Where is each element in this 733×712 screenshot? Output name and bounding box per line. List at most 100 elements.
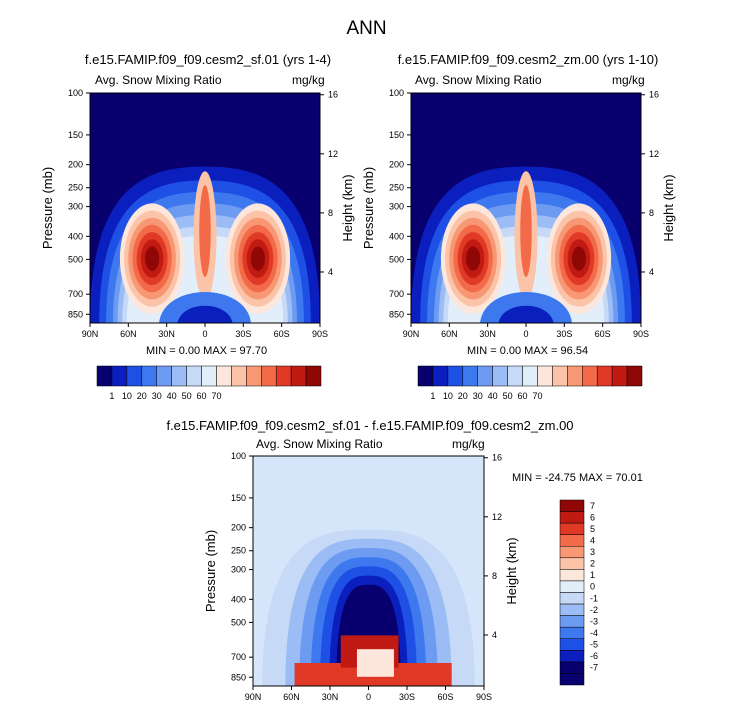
panel3-colorbar-box	[559, 534, 585, 547]
panel1-cold-contour	[177, 305, 233, 323]
panel3-ytick-label: 500	[231, 617, 246, 627]
panel2-warm-contour	[520, 185, 532, 277]
panel2-ytick-label: 300	[389, 202, 404, 212]
panel1-colorbar-box	[216, 365, 232, 387]
page-title: ANN	[346, 18, 387, 39]
panel2-colorbar-box	[596, 365, 613, 387]
panel1-colorbar-box	[201, 365, 217, 387]
panel1-warm-contour	[145, 246, 160, 271]
panel3-colorbar-box	[559, 522, 585, 535]
panel3-colorbar-label: 2	[590, 559, 595, 569]
panel2-subtitle-left: Avg. Snow Mixing Ratio	[415, 73, 542, 87]
panel2-ytick-right-label: 12	[649, 149, 659, 159]
panel1-xtick-label: 60N	[120, 329, 137, 339]
panel3-subtitle-left: Avg. Snow Mixing Ratio	[256, 437, 383, 451]
panel2-xtick-label: 0	[523, 329, 528, 339]
panel3-ytick-label: 700	[231, 652, 246, 662]
panel3-ytick-label: 400	[231, 594, 246, 604]
panel1-ylabel: Pressure (mb)	[40, 167, 55, 249]
panel2-colorbar-box	[432, 365, 449, 387]
panel3-ytick-right-label: 12	[492, 512, 502, 522]
panel2-colorbar-box	[522, 365, 538, 387]
panel3-stats: MIN = -24.75 MAX = 70.01	[512, 472, 643, 484]
panel3-colorbar-label: -7	[590, 663, 598, 673]
panel1-ytick-label: 100	[68, 88, 83, 98]
panel3-xtick-label: 60N	[283, 692, 300, 702]
panel3-subtitle-right: mg/kg	[452, 437, 485, 451]
panel3-colorbar-label: -3	[590, 616, 598, 626]
panel3-ytick-right-label: 8	[492, 571, 497, 581]
panel3-colorbar-label: 4	[590, 535, 595, 545]
panel1-subtitle-right: mg/kg	[292, 73, 325, 87]
panel1-xtick-label: 30N	[158, 329, 175, 339]
panel1-field	[90, 93, 320, 323]
panel3-ylabel-right: Height (km)	[504, 537, 519, 604]
panel1-ytick-label: 850	[68, 309, 83, 319]
panel2-colorbar-box	[626, 365, 643, 387]
panel1-colorbar-box	[171, 365, 187, 387]
panel2-colorbar-label: 50	[503, 391, 513, 401]
panel3-colorbar-box	[559, 615, 585, 628]
panel1-ytick-label: 150	[68, 130, 83, 140]
panel1-warm-contour	[199, 185, 211, 277]
panel3-xtick-label: 0	[366, 692, 371, 702]
panel1-colorbar-label: 50	[182, 391, 192, 401]
panel2-colorbar-label: 40	[488, 391, 498, 401]
panel2-colorbar-box	[611, 365, 628, 387]
panel1-colorbar-box	[290, 365, 307, 387]
panel2-xtick-label: 60N	[441, 329, 458, 339]
panel3-colorbar-box	[559, 592, 585, 605]
panel2-subtitle-right: mg/kg	[612, 73, 645, 87]
panel2-ytick-right-label: 4	[649, 267, 654, 277]
panel3-colorbar-box	[559, 673, 585, 686]
panel2-ytick-label: 100	[389, 88, 404, 98]
panel1-colorbar-box	[126, 365, 143, 387]
panel1-title: f.e15.FAMIP.f09_f09.cesm2_sf.01 (yrs 1-4…	[84, 52, 332, 67]
panel2-ylabel-right: Height (km)	[661, 174, 676, 241]
panel3-colorbar-label: -5	[590, 640, 598, 650]
panel2-ytick-right-label: 8	[649, 208, 654, 218]
panel3-colorbar-label: 1	[590, 570, 595, 580]
panel1-colorbar-label: 40	[167, 391, 177, 401]
panel2-colorbar-box	[537, 365, 553, 387]
panel2-colorbar-box	[567, 365, 583, 387]
panel1-ytick-right-label: 16	[328, 90, 338, 100]
panel3-colorbar-box	[559, 557, 585, 570]
panel3-warm-contour	[356, 649, 394, 677]
panel1-colorbar-box	[141, 365, 157, 387]
panel3-ytick-right-label: 4	[492, 630, 497, 640]
panel2-xtick-label: 90N	[403, 329, 420, 339]
panel1-ytick-right-label: 4	[328, 267, 333, 277]
panel3-colorbar-box	[559, 569, 585, 582]
panel1-colorbar-box	[275, 365, 292, 387]
panel1-subtitle-left: Avg. Snow Mixing Ratio	[95, 73, 222, 87]
panel2-colorbar-label: 10	[443, 391, 453, 401]
panel1-xtick-label: 30S	[235, 329, 251, 339]
panel1-xtick-label: 0	[202, 329, 207, 339]
panel2-colorbar-box	[552, 365, 568, 387]
panel2-cold-contour	[498, 305, 554, 323]
panel2-colorbar-box	[507, 365, 523, 387]
panel2-xtick-label: 60S	[595, 329, 611, 339]
panel2-colorbar-label: 70	[532, 391, 542, 401]
panel3-ytick-label: 150	[231, 493, 246, 503]
panel3-colorbar-box	[559, 626, 585, 639]
panel3-colorbar-box	[559, 650, 585, 663]
panel1-colorbar-label: 70	[211, 391, 221, 401]
panel1-warm-contour	[250, 246, 265, 271]
panel1-xtick-label: 60S	[274, 329, 290, 339]
panel3-xtick-label: 90S	[476, 692, 492, 702]
panel2-title: f.e15.FAMIP.f09_f09.cesm2_zm.00 (yrs 1-1…	[397, 52, 659, 67]
panel1-colorbar-box	[261, 365, 277, 387]
panel2-field	[411, 93, 641, 323]
panel3-colorbar-label: 5	[590, 524, 595, 534]
panel3-colorbar-box	[559, 661, 585, 674]
panel1-colorbar-label: 1	[109, 391, 114, 401]
panel2-ytick-label: 850	[389, 309, 404, 319]
panel3-colorbar-label: 6	[590, 512, 595, 522]
panel3-ylabel: Pressure (mb)	[203, 530, 218, 612]
panel1-ytick-label: 200	[68, 160, 83, 170]
panel3-ytick-label: 100	[231, 451, 246, 461]
panel3-xtick-label: 90N	[245, 692, 262, 702]
panel3-colorbar-box	[559, 638, 585, 651]
